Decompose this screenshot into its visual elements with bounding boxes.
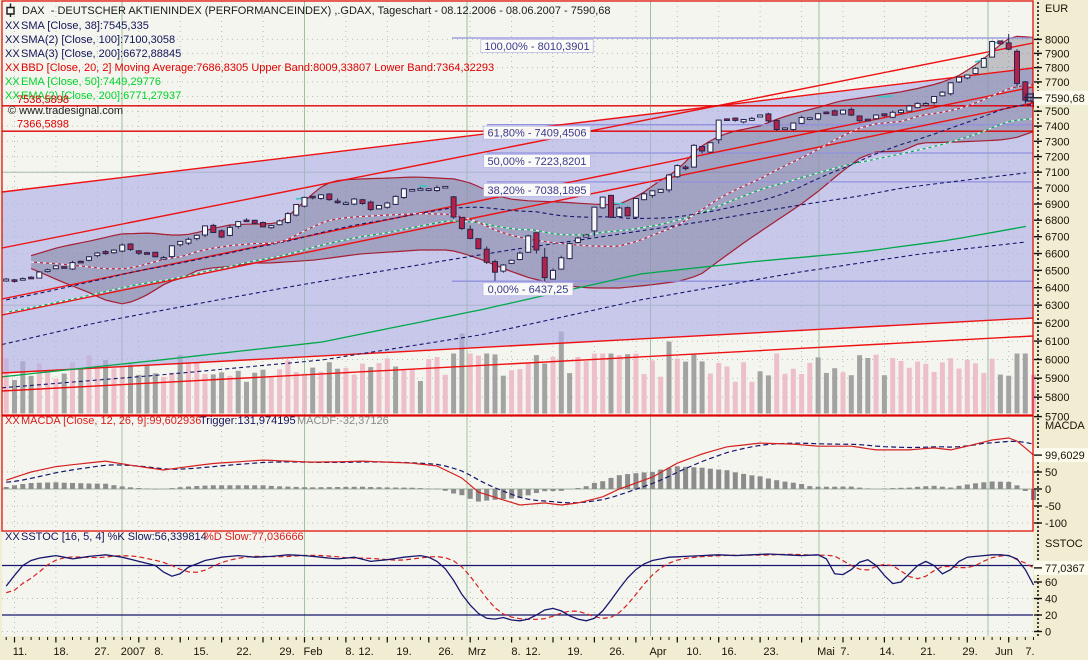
svg-text:5800: 5800: [1045, 392, 1069, 404]
svg-text:19.: 19.: [396, 646, 411, 658]
svg-text:-100: -100: [1045, 518, 1067, 530]
svg-text:18.: 18.: [53, 646, 68, 658]
svg-text:5700: 5700: [1045, 412, 1069, 424]
svg-text:26.: 26.: [438, 646, 453, 658]
svg-text:38,20% - 7038,1895: 38,20% - 7038,1895: [487, 185, 586, 197]
svg-text:%D Slow:77,036666: %D Slow:77,036666: [204, 531, 304, 543]
svg-text:8000: 8000: [1045, 34, 1069, 46]
svg-text:Mrz: Mrz: [468, 646, 486, 658]
svg-text:DAX - DEUTSCHER AKTIENINDEX (: DAX - DEUTSCHER AKTIENINDEX (PERFORMANCE…: [22, 5, 611, 17]
svg-text:7.: 7.: [1025, 646, 1034, 658]
svg-text:XX: XX: [5, 415, 20, 427]
svg-text:6000: 6000: [1045, 355, 1069, 367]
svg-text:7900: 7900: [1045, 48, 1069, 60]
svg-text:EMA(2) [Close, 200]:6771,27937: EMA(2) [Close, 200]:6771,27937: [21, 90, 181, 102]
svg-text:40: 40: [1045, 594, 1057, 606]
svg-text:SSTOC [16, 5, 4] %K Slow:56,33: SSTOC [16, 5, 4] %K Slow:56,339814: [21, 531, 207, 543]
svg-text:© www.tradesignal.com: © www.tradesignal.com: [8, 105, 123, 117]
svg-text:6300: 6300: [1045, 300, 1069, 312]
svg-text:6900: 6900: [1045, 199, 1069, 211]
svg-text:26.: 26.: [609, 646, 624, 658]
svg-text:5900: 5900: [1045, 373, 1069, 385]
svg-text:XX: XX: [5, 90, 20, 102]
svg-text:7538,5898: 7538,5898: [17, 94, 69, 106]
svg-text:BBD [Close, 20, 2] Moving Aver: BBD [Close, 20, 2] Moving Average:7686,8…: [21, 62, 494, 74]
svg-text:8.: 8.: [345, 646, 354, 658]
svg-text:19.: 19.: [567, 646, 582, 658]
svg-text:Mai: Mai: [817, 646, 835, 658]
svg-text:XX: XX: [5, 76, 20, 88]
svg-text:22.: 22.: [236, 646, 251, 658]
svg-text:7000: 7000: [1045, 183, 1069, 195]
svg-text:Feb: Feb: [304, 646, 323, 658]
svg-text:21.: 21.: [920, 646, 935, 658]
svg-text:99,6029: 99,6029: [1045, 450, 1085, 462]
svg-text:12.: 12.: [525, 646, 540, 658]
svg-text:SMA(2) [Close, 100]:7100,3058: SMA(2) [Close, 100]:7100,3058: [21, 34, 175, 46]
svg-text:0: 0: [1045, 484, 1051, 496]
svg-text:SMA(3) [Close, 200]:6672,88845: SMA(3) [Close, 200]:6672,88845: [21, 48, 181, 60]
svg-text:7700: 7700: [1045, 77, 1069, 89]
svg-text:12.: 12.: [358, 646, 373, 658]
svg-text:6200: 6200: [1045, 318, 1069, 330]
svg-text:7100: 7100: [1045, 167, 1069, 179]
svg-text:11.: 11.: [13, 646, 27, 658]
svg-text:7366,5898: 7366,5898: [17, 119, 69, 131]
svg-text:7800: 7800: [1045, 63, 1069, 75]
svg-text:MACDF:-32,37126: MACDF:-32,37126: [297, 415, 389, 427]
svg-text:6400: 6400: [1045, 283, 1069, 295]
svg-text:0: 0: [1045, 627, 1051, 639]
svg-text:7400: 7400: [1045, 121, 1069, 133]
svg-text:XX: XX: [5, 531, 20, 543]
svg-text:7590,68: 7590,68: [1045, 93, 1085, 105]
svg-text:14.: 14.: [879, 646, 894, 658]
svg-text:8.: 8.: [511, 646, 520, 658]
svg-text:23.: 23.: [763, 646, 778, 658]
svg-text:6600: 6600: [1045, 249, 1069, 261]
svg-text:50,00% - 7223,8201: 50,00% - 7223,8201: [487, 156, 586, 168]
svg-text:XX: XX: [5, 34, 20, 46]
svg-text:Apr: Apr: [649, 646, 666, 658]
svg-text:XX: XX: [5, 20, 20, 32]
svg-text:XX: XX: [5, 62, 20, 74]
svg-text:15.: 15.: [193, 646, 208, 658]
svg-text:Jun: Jun: [995, 646, 1013, 658]
svg-text:20: 20: [1045, 610, 1057, 622]
svg-text:6800: 6800: [1045, 215, 1069, 227]
svg-text:27.: 27.: [94, 646, 109, 658]
svg-text:0,00% - 6437,25: 0,00% - 6437,25: [488, 284, 569, 296]
svg-text:7.: 7.: [840, 646, 849, 658]
svg-text:-50: -50: [1045, 501, 1061, 513]
svg-text:MACDA [Close, 12, 26, 9]:99,60: MACDA [Close, 12, 26, 9]:99,602936: [21, 415, 201, 427]
svg-text:SMA [Close, 38]:7545,335: SMA [Close, 38]:7545,335: [21, 20, 149, 32]
svg-text:MACDA: MACDA: [1045, 420, 1085, 432]
svg-text:16.: 16.: [721, 646, 736, 658]
svg-text:8.: 8.: [154, 646, 163, 658]
svg-text:50: 50: [1045, 467, 1057, 479]
svg-text:7200: 7200: [1045, 152, 1069, 164]
svg-text:7300: 7300: [1045, 136, 1069, 148]
svg-text:SSTOC: SSTOC: [1045, 538, 1083, 550]
svg-text:7500: 7500: [1045, 106, 1069, 118]
svg-text:EUR: EUR: [1045, 3, 1068, 15]
svg-text:6700: 6700: [1045, 232, 1069, 244]
svg-text:2007: 2007: [121, 646, 145, 658]
svg-text:29.: 29.: [279, 646, 294, 658]
svg-text:6500: 6500: [1045, 265, 1069, 277]
svg-text:10.: 10.: [686, 646, 701, 658]
svg-text:Trigger:131,974195: Trigger:131,974195: [200, 415, 296, 427]
svg-text:XX: XX: [5, 48, 20, 60]
svg-text:6100: 6100: [1045, 336, 1069, 348]
svg-text:100,00% - 8010,3901: 100,00% - 8010,3901: [484, 41, 589, 53]
svg-text:29.: 29.: [962, 646, 977, 658]
svg-text:61,80% - 7409,4506: 61,80% - 7409,4506: [487, 128, 586, 140]
svg-text:60: 60: [1045, 577, 1057, 589]
svg-text:77,0367: 77,0367: [1045, 563, 1085, 575]
svg-text:EMA [Close, 50]:7449,29776: EMA [Close, 50]:7449,29776: [21, 76, 161, 88]
